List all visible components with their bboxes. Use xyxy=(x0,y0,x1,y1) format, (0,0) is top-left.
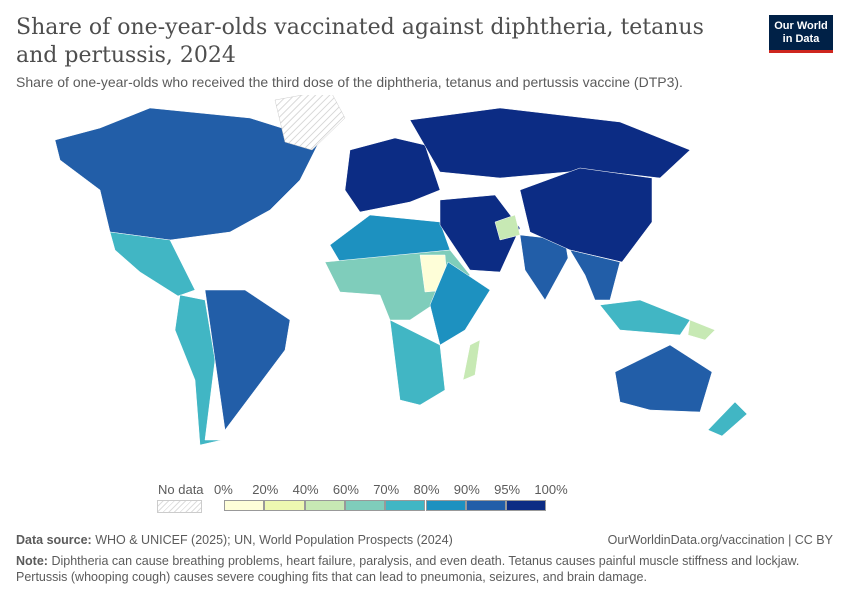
source-text: WHO & UNICEF (2025); UN, World Populatio… xyxy=(95,533,453,547)
source-url-link[interactable]: OurWorldinData.org/vaccination | CC BY xyxy=(607,533,833,547)
country-north-america[interactable] xyxy=(54,107,321,241)
legend-bin[interactable] xyxy=(344,500,386,511)
legend-tick-label: 95% xyxy=(494,482,521,497)
country-southeast-asia[interactable] xyxy=(569,249,621,301)
country-greenland[interactable] xyxy=(274,95,346,151)
country-russia[interactable] xyxy=(409,107,691,179)
legend-tick-label: 80% xyxy=(413,482,440,497)
note-line-1: Note: Diphtheria can cause breathing pro… xyxy=(16,554,799,568)
legend-tick-label: 70% xyxy=(373,482,400,497)
country-indonesia[interactable] xyxy=(599,299,691,336)
legend-bin[interactable] xyxy=(465,500,507,511)
legend-bin[interactable] xyxy=(224,500,265,511)
legend-bin[interactable] xyxy=(506,500,547,511)
country-brazil[interactable] xyxy=(204,289,291,431)
country-north-africa[interactable] xyxy=(329,214,451,263)
legend-bin[interactable] xyxy=(304,500,345,511)
country-europe[interactable] xyxy=(344,137,441,213)
country-southern-africa[interactable] xyxy=(389,319,446,406)
legend-tick-label: 100% xyxy=(534,482,568,497)
country-madagascar[interactable] xyxy=(462,339,481,381)
legend-tick-label: 20% xyxy=(252,482,279,497)
legend-bin[interactable] xyxy=(425,500,466,511)
legend-bin[interactable] xyxy=(264,500,305,511)
source-label: Data source: xyxy=(16,533,92,547)
legend-tick-label: 60% xyxy=(332,482,359,497)
world-map[interactable] xyxy=(0,95,850,480)
country-australia[interactable] xyxy=(614,344,713,413)
country-central-america[interactable] xyxy=(109,231,196,297)
owid-logo[interactable]: Our World in Data xyxy=(769,15,833,53)
chart-subtitle: Share of one-year-olds who received the … xyxy=(16,74,683,90)
legend-tick-label: 40% xyxy=(292,482,319,497)
note-label: Note: xyxy=(16,554,48,568)
legend-no-data-swatch xyxy=(157,500,202,513)
country-new-zealand[interactable] xyxy=(707,401,748,437)
country-china[interactable] xyxy=(519,167,653,263)
country-east-africa[interactable] xyxy=(429,261,491,346)
chart-title: Share of one-year-olds vaccinated agains… xyxy=(16,15,704,68)
legend-no-data-label: No data xyxy=(158,482,204,497)
note-text-1: Diphtheria can cause breathing problems,… xyxy=(51,554,800,568)
data-source: Data source: WHO & UNICEF (2025); UN, Wo… xyxy=(16,533,453,547)
country-middle-east[interactable] xyxy=(439,194,521,273)
note-line-2: Pertussis (whooping cough) causes severe… xyxy=(16,570,647,584)
legend-bin[interactable] xyxy=(385,500,426,511)
legend-tick-label: 90% xyxy=(453,482,480,497)
country-papua-new-guinea[interactable] xyxy=(687,319,716,341)
country-south-america-west[interactable] xyxy=(174,294,223,446)
legend-tick-label: 0% xyxy=(214,482,233,497)
